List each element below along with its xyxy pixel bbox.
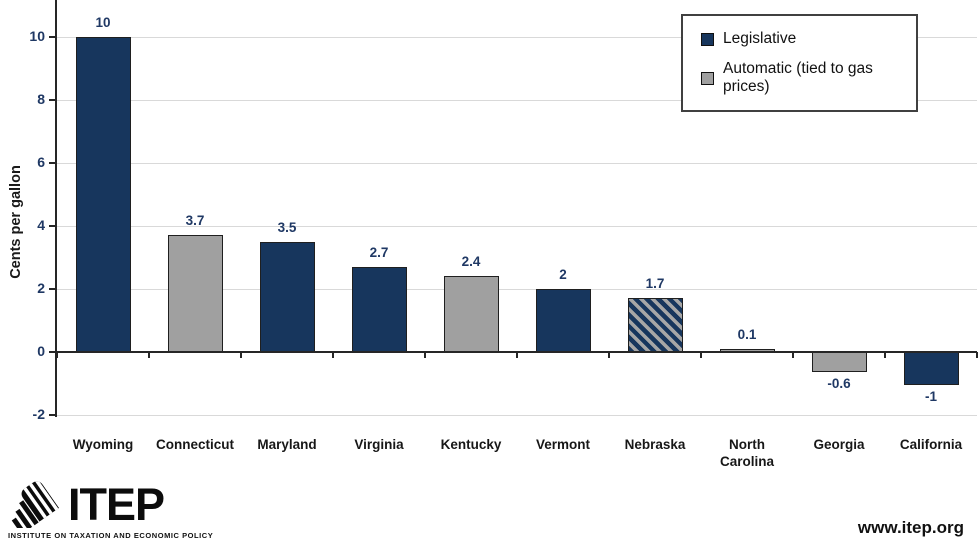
gridline-y-2 bbox=[57, 289, 977, 290]
value-label-maryland: 3.5 bbox=[277, 219, 297, 235]
category-label-california: California bbox=[899, 437, 963, 452]
y-axis-title: Cents per gallon bbox=[8, 165, 24, 279]
bar-connecticut bbox=[167, 235, 223, 353]
category-label-kentucky: Kentucky bbox=[440, 437, 502, 452]
x-tick-10 bbox=[976, 352, 978, 358]
value-label-virginia: 2.7 bbox=[369, 244, 389, 260]
value-label-california: -1 bbox=[924, 388, 937, 404]
y-tick-8 bbox=[49, 99, 57, 101]
itep-logo-icon bbox=[11, 480, 60, 528]
legend: Legislative Automatic (tied to gas prices… bbox=[681, 14, 918, 112]
value-label-kentucky: 2.4 bbox=[461, 254, 481, 270]
bar-nebraska bbox=[627, 298, 683, 353]
legend-swatch-legislative-icon bbox=[701, 32, 714, 46]
legend-item-legislative: Legislative bbox=[701, 30, 908, 48]
gridline-y--2 bbox=[57, 415, 977, 416]
bar-vermont bbox=[535, 289, 591, 353]
x-tick-8 bbox=[792, 352, 794, 358]
category-label-nebraska: Nebraska bbox=[624, 437, 686, 452]
gridline-y-8 bbox=[57, 100, 977, 101]
y-tick-label-8: 8 bbox=[37, 91, 45, 107]
value-label-nebraska: 1.7 bbox=[645, 276, 665, 292]
x-tick-2 bbox=[240, 352, 242, 358]
value-label-connecticut: 3.7 bbox=[185, 213, 205, 229]
y-tick-label-6: 6 bbox=[37, 154, 45, 170]
category-label-georgia: Georgia bbox=[813, 437, 865, 452]
y-tick-label-2: 2 bbox=[37, 280, 45, 296]
category-label-vermont: Vermont bbox=[535, 437, 590, 452]
x-tick-6 bbox=[608, 352, 610, 358]
y-tick-0 bbox=[49, 351, 57, 353]
y-tick-4 bbox=[49, 225, 57, 227]
x-tick-9 bbox=[884, 352, 886, 358]
gridline-y-4 bbox=[57, 226, 977, 227]
x-tick-0 bbox=[56, 352, 58, 358]
legend-label: Legislative bbox=[723, 30, 797, 47]
value-label-vermont: 2 bbox=[559, 267, 567, 282]
bar-wyoming bbox=[75, 37, 131, 353]
bar-kentucky bbox=[443, 276, 499, 353]
x-tick-1 bbox=[148, 352, 150, 358]
bar-maryland bbox=[259, 241, 315, 353]
value-label-north-carolina: 0.1 bbox=[737, 326, 757, 342]
y-axis-line bbox=[55, 0, 57, 417]
y-tick-2 bbox=[49, 288, 57, 290]
value-label-wyoming: 10 bbox=[95, 15, 111, 30]
legend-swatch-automatic-icon bbox=[701, 71, 714, 85]
bar-virginia bbox=[351, 266, 407, 353]
y-tick-label--2: -2 bbox=[32, 406, 45, 422]
category-label-virginia: Virginia bbox=[354, 437, 404, 452]
category-label-north-carolina: North Carolina bbox=[719, 437, 774, 469]
website-link[interactable]: www.itep.org bbox=[857, 518, 964, 537]
itep-logo: ITEP INSTITUTE ON TAXATION AND ECONOMIC … bbox=[8, 480, 213, 540]
y-tick-label-10: 10 bbox=[29, 28, 45, 44]
category-label-maryland: Maryland bbox=[257, 437, 317, 452]
x-tick-7 bbox=[700, 352, 702, 358]
x-tick-4 bbox=[424, 352, 426, 358]
y-tick-10 bbox=[49, 36, 57, 38]
y-tick--2 bbox=[49, 414, 57, 416]
y-tick-label-0: 0 bbox=[37, 343, 45, 359]
bar-georgia bbox=[811, 352, 867, 372]
legend-label: Automatic (tied to gas prices) bbox=[723, 60, 873, 95]
gridline-y-6 bbox=[57, 163, 977, 164]
category-label-connecticut: Connecticut bbox=[155, 437, 234, 452]
y-tick-label-4: 4 bbox=[37, 217, 45, 233]
x-tick-5 bbox=[516, 352, 518, 358]
value-label-georgia: -0.6 bbox=[827, 375, 851, 391]
x-tick-3 bbox=[332, 352, 334, 358]
legend-item-automatic-tied-to-gas-prices-: Automatic (tied to gas prices) bbox=[701, 60, 908, 96]
category-label-wyoming: Wyoming bbox=[72, 437, 134, 452]
gridline-y-10 bbox=[57, 37, 977, 38]
bar-california bbox=[903, 352, 959, 385]
logo-tagline: INSTITUTE ON TAXATION AND ECONOMIC POLIC… bbox=[8, 531, 214, 540]
y-tick-6 bbox=[49, 162, 57, 164]
logo-wordmark: ITEP bbox=[68, 479, 165, 530]
